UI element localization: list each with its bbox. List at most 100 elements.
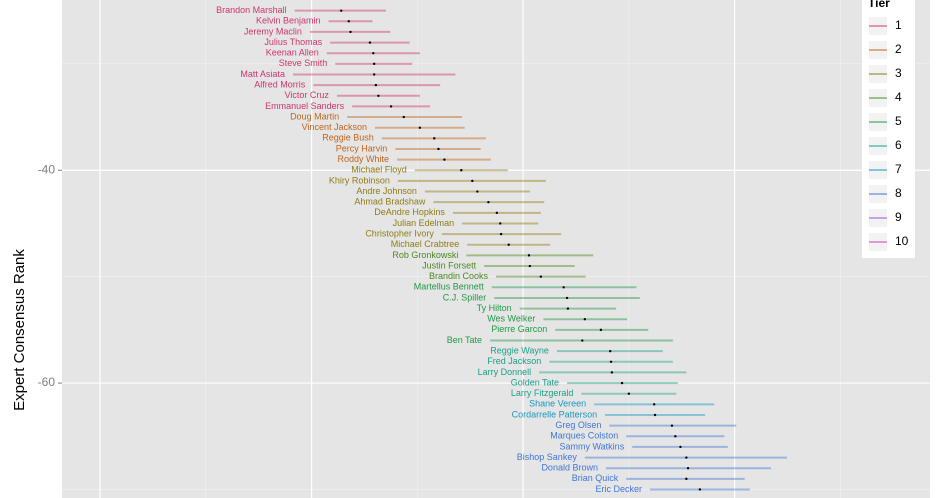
player-label: Andre Johnson — [356, 186, 417, 196]
point — [527, 254, 531, 257]
point — [443, 158, 446, 161]
legend-label: 10 — [895, 234, 909, 248]
point — [686, 467, 690, 470]
player-label: Wes Welker — [487, 314, 535, 324]
legend-label: 6 — [895, 138, 902, 152]
player-label: Justin Forsett — [422, 260, 477, 270]
point — [487, 200, 490, 204]
point — [679, 445, 682, 449]
legend-label: 8 — [895, 186, 902, 200]
point — [685, 477, 688, 481]
legend-label: 7 — [895, 162, 902, 176]
y-axis-title: Expert Consensus Rank — [11, 249, 28, 411]
point — [495, 211, 499, 215]
player-label: Reggie Wayne — [490, 346, 549, 356]
point — [566, 307, 570, 310]
point — [539, 275, 543, 278]
player-label: Julius Thomas — [264, 37, 322, 47]
player-label: Eric Decker — [595, 484, 642, 494]
point — [460, 169, 463, 172]
point — [433, 137, 436, 140]
player-label: Percy Harvin — [336, 143, 388, 153]
player-label: Brandon Marshall — [216, 5, 287, 15]
point — [377, 94, 380, 97]
player-label: Michael Crabtree — [391, 239, 460, 249]
player-label: Shane Vereen — [529, 399, 586, 409]
point — [372, 52, 375, 55]
point — [653, 403, 656, 406]
point — [402, 115, 405, 119]
player-label: C.J. Spiller — [443, 292, 487, 302]
panel — [62, 0, 930, 498]
player-label: Doug Martin — [290, 111, 339, 121]
point — [372, 73, 376, 76]
point — [674, 435, 677, 438]
player-label: Vincent Jackson — [302, 122, 367, 132]
player-label: Christopher Ivory — [365, 228, 434, 238]
player-label: Ben Tate — [447, 335, 482, 345]
point — [581, 339, 584, 342]
point — [565, 296, 569, 300]
player-label: Fred Jackson — [487, 356, 541, 366]
point — [599, 328, 603, 332]
player-label: Brandin Cooks — [429, 271, 489, 281]
player-label: Jeremy Maclin — [244, 26, 302, 36]
player-label: Bishop Sankey — [517, 452, 578, 462]
player-label: DeAndre Hopkins — [374, 207, 445, 217]
point — [627, 392, 631, 395]
point — [609, 349, 612, 353]
point — [620, 381, 624, 385]
player-label: Reggie Bush — [322, 133, 374, 143]
point — [339, 9, 343, 12]
point — [685, 456, 688, 459]
player-label: Alfred Morris — [254, 80, 306, 90]
point — [349, 30, 352, 34]
legend-label: 2 — [895, 42, 902, 56]
legend-label: 1 — [895, 18, 902, 32]
player-label: Matt Asiata — [240, 69, 285, 79]
player-label: Pierre Garcon — [491, 324, 547, 334]
point — [372, 62, 376, 66]
player-label: Cordarrelle Patterson — [512, 409, 598, 419]
legend-label: 4 — [895, 90, 902, 104]
y-tick-label: -60 — [38, 375, 56, 389]
point — [347, 20, 350, 23]
legend-title: Tier — [868, 0, 890, 10]
point — [389, 105, 393, 108]
player-label: Julian Edelman — [393, 218, 455, 228]
player-label: Sammy Watkins — [560, 441, 625, 451]
legend-label: 5 — [895, 114, 902, 128]
player-label: Khiry Robinson — [329, 175, 390, 185]
legend-label: 3 — [895, 66, 902, 80]
point — [499, 222, 502, 225]
point — [698, 488, 702, 491]
y-tick-label: -40 — [38, 162, 56, 176]
player-label: Brian Quick — [572, 473, 619, 483]
player-label: Kelvin Benjamin — [256, 16, 321, 26]
player-label: Victor Cruz — [285, 90, 330, 100]
player-label: Roddy White — [337, 154, 389, 164]
point — [609, 360, 613, 363]
point — [562, 286, 565, 289]
point — [418, 126, 422, 129]
player-label: Golden Tate — [511, 377, 559, 387]
player-label: Ty Hilton — [477, 303, 512, 313]
point — [374, 83, 378, 87]
legend-label: 9 — [895, 210, 902, 224]
player-label: Steve Smith — [279, 58, 328, 68]
player-label: Rob Gronkowski — [392, 250, 458, 260]
point — [499, 232, 503, 236]
player-label: Greg Olsen — [555, 420, 601, 430]
point — [670, 424, 674, 427]
point — [653, 413, 657, 417]
point — [583, 318, 587, 321]
player-label: Ahmad Bradshaw — [354, 197, 426, 207]
point — [476, 190, 479, 193]
player-label: Larry Donnell — [478, 367, 532, 377]
point — [471, 179, 474, 183]
point — [610, 371, 614, 374]
player-label: Emmanuel Sanders — [265, 101, 345, 111]
player-label: Michael Floyd — [351, 165, 407, 175]
point — [528, 264, 532, 268]
